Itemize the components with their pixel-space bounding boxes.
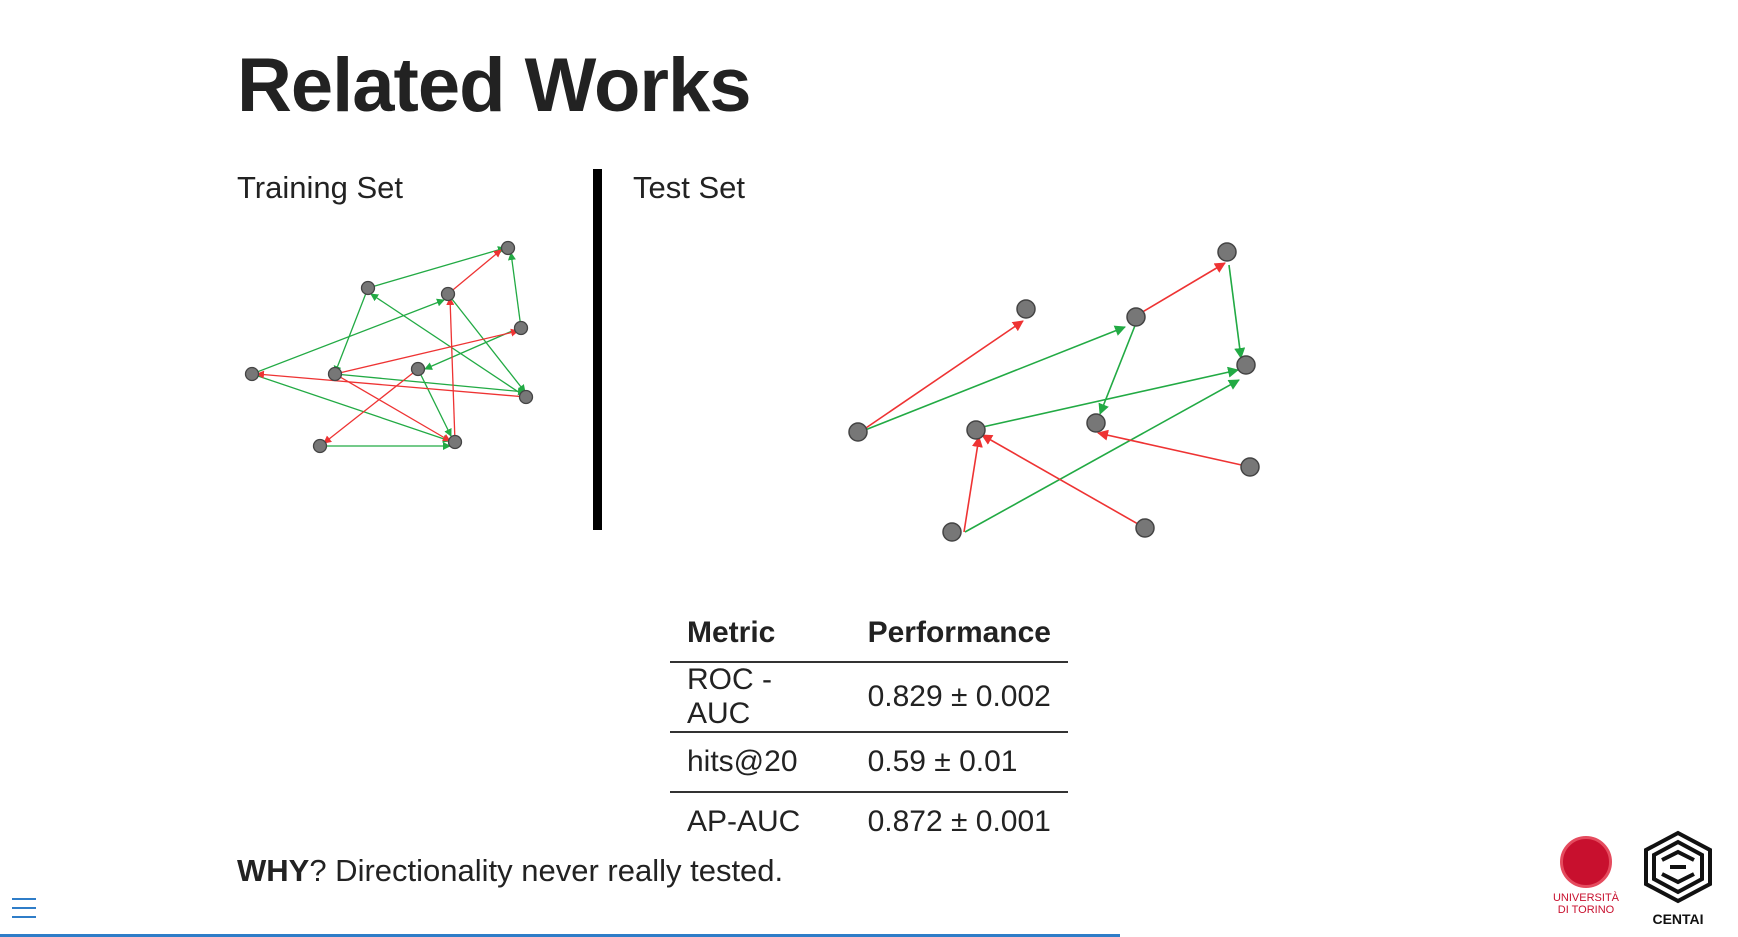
- metrics-table: Metric Performance ROC -AUC 0.829 ± 0.00…: [670, 605, 1068, 851]
- metric-cell: ROC -AUC: [670, 662, 851, 733]
- edge-negative: [323, 368, 419, 444]
- column-header: Metric: [670, 605, 851, 663]
- unito-seal-icon: [1560, 836, 1612, 888]
- edge-positive: [1098, 317, 1139, 415]
- why-statement: WHY? Directionality never really tested.: [237, 853, 783, 889]
- graph-node: [327, 366, 343, 382]
- unito-logo-line: UNIVERSITÀ: [1552, 892, 1619, 904]
- edge-positive: [251, 298, 445, 375]
- edge-negative: [447, 249, 502, 295]
- training-nodes: [244, 240, 534, 454]
- performance-cell: 0.872 ± 0.001: [867, 805, 1051, 838]
- graph-node: [410, 361, 426, 377]
- table-row: hits@20 0.59 ± 0.01: [670, 732, 1068, 793]
- edge-positive: [447, 293, 526, 393]
- column-header: Performance: [850, 605, 1068, 663]
- section-divider: [593, 169, 602, 530]
- edge-negative: [1133, 262, 1226, 318]
- centai-emblem-icon: [1644, 830, 1712, 904]
- unito-logo-line: DI TORINO: [1557, 904, 1615, 916]
- graph-node: [518, 389, 534, 405]
- edge-negative: [334, 373, 451, 442]
- performance-cell: 0.59 ± 0.01: [850, 732, 1068, 793]
- graph-node: [244, 366, 260, 382]
- graph-node: [312, 438, 328, 454]
- training-edges: [251, 246, 527, 450]
- edge-positive: [964, 379, 1240, 533]
- performance-cell: 0.829 ± 0.002: [850, 662, 1068, 733]
- test-nodes: [848, 242, 1260, 542]
- graph-node: [848, 422, 868, 442]
- why-text: ? Directionality never really tested.: [309, 853, 784, 888]
- edge-positive: [859, 325, 1126, 433]
- table-row: AP-AUC 0.872 ± 0.001: [670, 792, 1068, 851]
- hamburger-menu-icon[interactable]: [12, 898, 36, 918]
- graph-node: [1236, 355, 1256, 375]
- edge-positive: [334, 373, 526, 396]
- metric-cell: hits@20: [670, 732, 851, 793]
- graph-node: [440, 286, 456, 302]
- centai-logo-text: CENTAI: [1652, 911, 1704, 927]
- test-graph: [848, 242, 1260, 542]
- table-row: ROC -AUC 0.829 ± 0.002: [670, 662, 1068, 733]
- university-of-turin-logo: UNIVERSITÀ DI TORINO: [1548, 836, 1624, 924]
- test-set-label: Test Set: [633, 170, 745, 205]
- graph-node: [1126, 307, 1146, 327]
- edge-negative: [963, 436, 983, 533]
- graph-node: [966, 420, 986, 440]
- graph-node: [942, 522, 962, 542]
- graph-node: [500, 240, 516, 256]
- graph-node: [513, 320, 529, 336]
- graph-node: [360, 280, 376, 296]
- edge-negative: [859, 320, 1024, 433]
- graph-node: [1135, 518, 1155, 538]
- graph-node: [1016, 299, 1036, 319]
- metric-cell: AP-AUC: [687, 805, 801, 838]
- graph-node: [447, 434, 463, 450]
- edge-positive: [507, 252, 522, 329]
- graph-node: [1217, 242, 1237, 262]
- edge-positive: [1228, 264, 1246, 359]
- edge-negative: [256, 370, 527, 398]
- graph-node: [1240, 457, 1260, 477]
- edge-positive: [370, 293, 527, 398]
- why-bold: WHY: [237, 853, 310, 888]
- page-title: Related Works: [237, 43, 752, 128]
- slide-progress-bar: [0, 934, 1120, 937]
- table-header-row: Metric Performance: [670, 605, 1068, 663]
- edge-positive: [417, 368, 452, 437]
- edge-negative: [446, 297, 456, 443]
- edge-negative: [334, 328, 519, 375]
- centai-logo: CENTAI: [1640, 830, 1716, 930]
- edge-positive: [977, 366, 1239, 429]
- test-edges: [859, 262, 1247, 533]
- training-graph: [244, 240, 534, 454]
- graph-node: [1086, 413, 1106, 433]
- training-set-label: Training Set: [237, 170, 403, 205]
- edge-positive: [251, 373, 451, 443]
- edge-positive: [367, 246, 506, 289]
- edge-negative: [981, 434, 1146, 529]
- edge-positive: [333, 287, 369, 374]
- edge-negative: [1097, 429, 1247, 467]
